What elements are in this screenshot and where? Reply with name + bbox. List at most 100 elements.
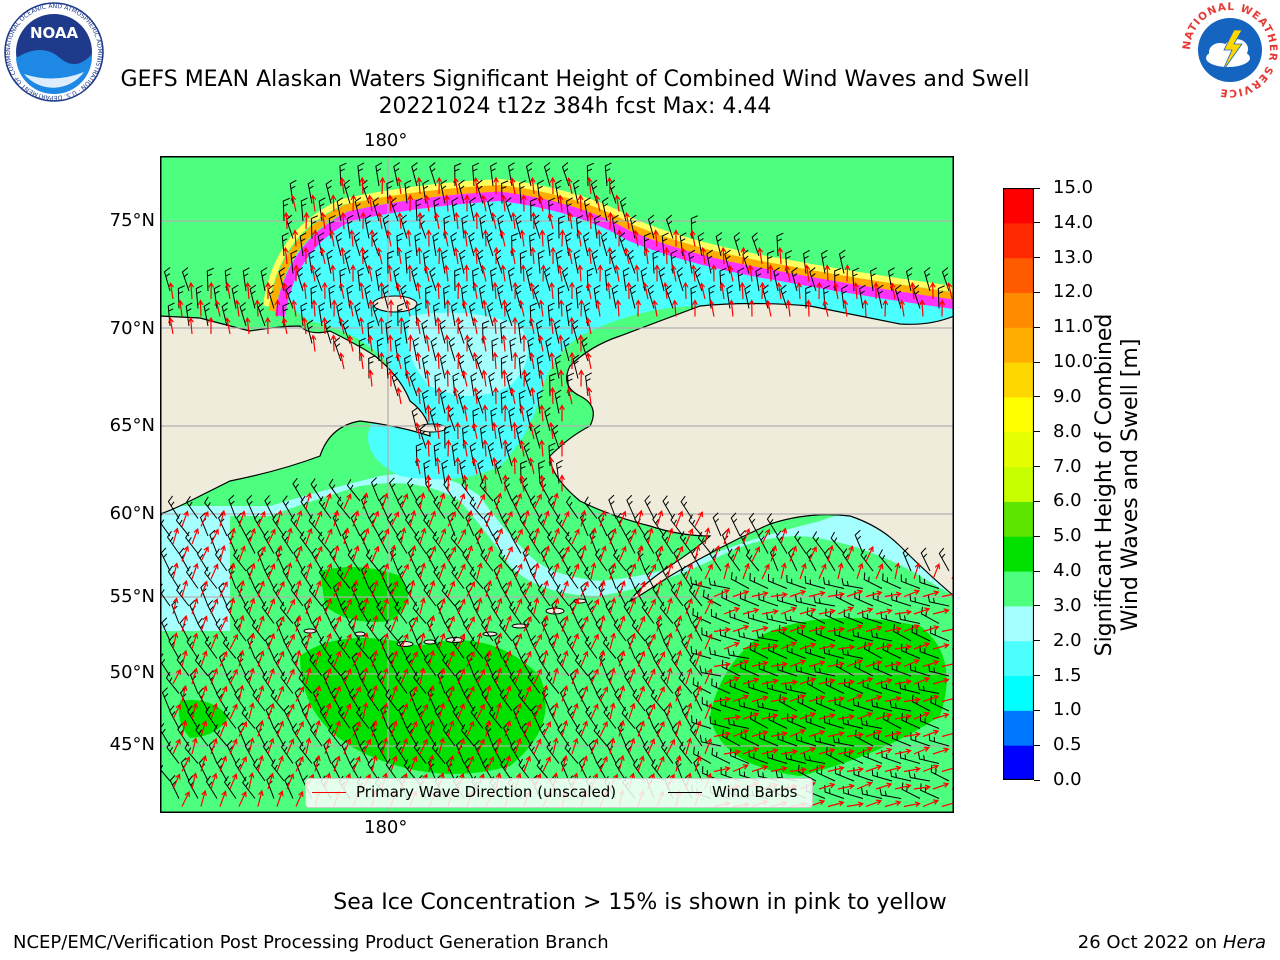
wave-direction-arrow bbox=[647, 598, 656, 615]
wave-direction-arrow bbox=[561, 510, 570, 527]
wave-direction-arrow bbox=[466, 581, 476, 597]
wave-direction-arrow bbox=[894, 748, 912, 755]
colorbar-tick-label: 9.0 bbox=[1053, 385, 1082, 407]
wind-barb bbox=[583, 197, 591, 222]
wind-barb bbox=[175, 514, 190, 537]
wind-barb bbox=[727, 648, 750, 659]
wind-barb bbox=[841, 284, 848, 309]
wave-direction-arrow bbox=[447, 580, 456, 597]
wind-barb bbox=[803, 752, 826, 764]
wave-direction-arrow bbox=[533, 668, 542, 685]
wind-barb bbox=[745, 549, 760, 572]
wave-direction-arrow bbox=[492, 316, 498, 335]
wind-barb bbox=[709, 548, 722, 572]
wave-direction-arrow bbox=[491, 456, 498, 475]
wave-direction-arrow bbox=[219, 685, 228, 702]
wave-direction-arrow bbox=[609, 667, 616, 685]
colorbar-tick-label: 1.5 bbox=[1053, 664, 1082, 686]
wave-direction-arrow bbox=[929, 281, 936, 300]
wind-barb bbox=[462, 618, 475, 642]
wave-direction-arrow bbox=[210, 667, 218, 685]
wind-barb bbox=[528, 740, 541, 764]
wind-barb bbox=[642, 670, 655, 694]
wave-direction-arrow bbox=[728, 299, 735, 317]
wave-direction-arrow bbox=[387, 334, 394, 352]
wave-direction-arrow bbox=[504, 545, 513, 562]
wave-direction-arrow bbox=[438, 562, 446, 580]
wind-barb bbox=[216, 688, 228, 712]
wave-direction-arrow bbox=[347, 334, 354, 352]
wind-barb bbox=[429, 267, 437, 292]
wave-direction-arrow bbox=[330, 334, 337, 352]
wave-direction-arrow bbox=[609, 632, 616, 650]
wind-barb bbox=[727, 548, 741, 572]
wave-direction-arrow bbox=[512, 316, 518, 334]
wind-barb bbox=[937, 285, 945, 309]
wind-barb bbox=[692, 677, 712, 694]
wave-direction-arrow bbox=[903, 766, 921, 773]
wave-direction-arrow bbox=[635, 299, 642, 317]
wind-barb bbox=[282, 495, 294, 519]
wind-barb bbox=[500, 320, 508, 344]
wind-barb bbox=[451, 197, 459, 222]
wave-direction-arrow bbox=[824, 264, 831, 282]
wind-barb bbox=[842, 716, 864, 729]
wind-barb bbox=[889, 700, 912, 712]
colorbar bbox=[1003, 188, 1034, 780]
wave-direction-arrow bbox=[314, 615, 322, 632]
wave-direction-arrow bbox=[889, 282, 896, 300]
wave-direction-arrow bbox=[700, 246, 707, 265]
wave-direction-arrow bbox=[286, 633, 295, 650]
wind-barb bbox=[644, 565, 655, 589]
wind-barb bbox=[490, 600, 503, 624]
wind-barb bbox=[629, 284, 637, 309]
wave-direction-arrow bbox=[500, 194, 507, 212]
wind-barb bbox=[451, 496, 465, 519]
wave-direction-arrow bbox=[480, 194, 487, 212]
map-plot bbox=[160, 156, 954, 813]
wave-direction-arrow bbox=[694, 720, 702, 737]
wave-direction-arrow bbox=[442, 229, 449, 247]
wind-barb bbox=[662, 495, 674, 519]
wind-barb bbox=[423, 513, 437, 537]
wind-barb bbox=[451, 442, 459, 467]
wave-direction-arrow bbox=[416, 386, 422, 405]
wind-barb bbox=[928, 664, 950, 677]
wind-barb bbox=[423, 653, 437, 677]
wave-direction-arrow bbox=[590, 562, 597, 580]
wave-direction-arrow bbox=[713, 696, 731, 703]
wave-direction-arrow bbox=[580, 755, 588, 772]
wave-direction-arrow bbox=[685, 702, 693, 720]
wave-direction-arrow bbox=[303, 211, 310, 230]
wind-barb bbox=[887, 267, 895, 292]
wave-direction-arrow bbox=[395, 282, 402, 300]
wind-barb bbox=[565, 531, 579, 554]
wind-barb bbox=[300, 495, 313, 519]
wind-barb bbox=[508, 601, 522, 624]
wave-direction-arrow bbox=[445, 474, 452, 492]
wave-direction-arrow bbox=[816, 281, 823, 300]
wave-direction-arrow bbox=[466, 755, 475, 772]
wave-direction-arrow bbox=[609, 597, 617, 615]
wind-barb bbox=[530, 197, 538, 222]
wind-barb bbox=[519, 583, 532, 607]
wave-direction-arrow bbox=[675, 510, 684, 527]
wave-direction-arrow bbox=[666, 738, 676, 755]
wave-direction-arrow bbox=[397, 211, 403, 230]
wave-direction-arrow bbox=[685, 562, 693, 580]
wave-direction-arrow bbox=[390, 615, 399, 632]
wind-barb bbox=[547, 565, 560, 589]
wave-direction-arrow bbox=[366, 264, 373, 282]
wave-direction-arrow bbox=[295, 545, 303, 562]
wind-barb bbox=[281, 232, 289, 257]
wind-barb bbox=[185, 496, 199, 519]
wind-barb bbox=[444, 548, 456, 572]
wave-direction-arrow bbox=[685, 597, 693, 615]
wind-barb bbox=[917, 682, 940, 694]
wind-barb bbox=[894, 284, 902, 309]
wave-direction-arrow bbox=[865, 590, 883, 598]
wave-direction-arrow bbox=[362, 667, 369, 685]
colorbar-segment bbox=[1003, 327, 1034, 363]
wave-direction-arrow bbox=[853, 281, 859, 300]
wave-direction-arrow bbox=[552, 527, 560, 545]
